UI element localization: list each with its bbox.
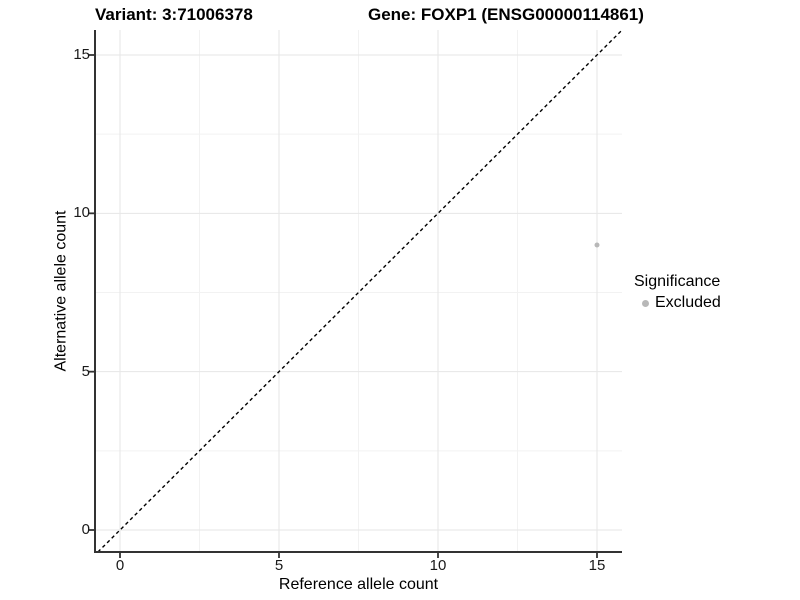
y-tick-label: 0 (81, 521, 90, 538)
y-axis-title: Alternative allele count (52, 210, 70, 372)
legend-item-excluded: Excluded (634, 294, 721, 312)
x-tick-label: 10 (429, 557, 447, 574)
legend-title: Significance (634, 273, 721, 290)
plot-title-gene: Gene: FOXP1 (ENSG00000114861) (368, 5, 644, 24)
y-axis-title-container: Alternative allele count (50, 30, 72, 552)
x-tick-label: 5 (274, 557, 284, 574)
x-axis-title: Reference allele count (278, 576, 439, 593)
x-tick-label: 15 (588, 557, 606, 574)
legend-point-icon (642, 299, 649, 307)
x-tick-label: 0 (115, 557, 125, 574)
plot-title-variant: Variant: 3:71006378 (95, 5, 253, 24)
y-tick-label: 5 (81, 362, 90, 380)
legend: Significance Excluded (634, 272, 721, 312)
y-tick-label: 10 (73, 204, 90, 222)
identity-line (97, 29, 623, 553)
data-point (594, 242, 600, 248)
legend-item-label: Excluded (655, 294, 721, 311)
y-tick-label: 15 (73, 45, 90, 63)
